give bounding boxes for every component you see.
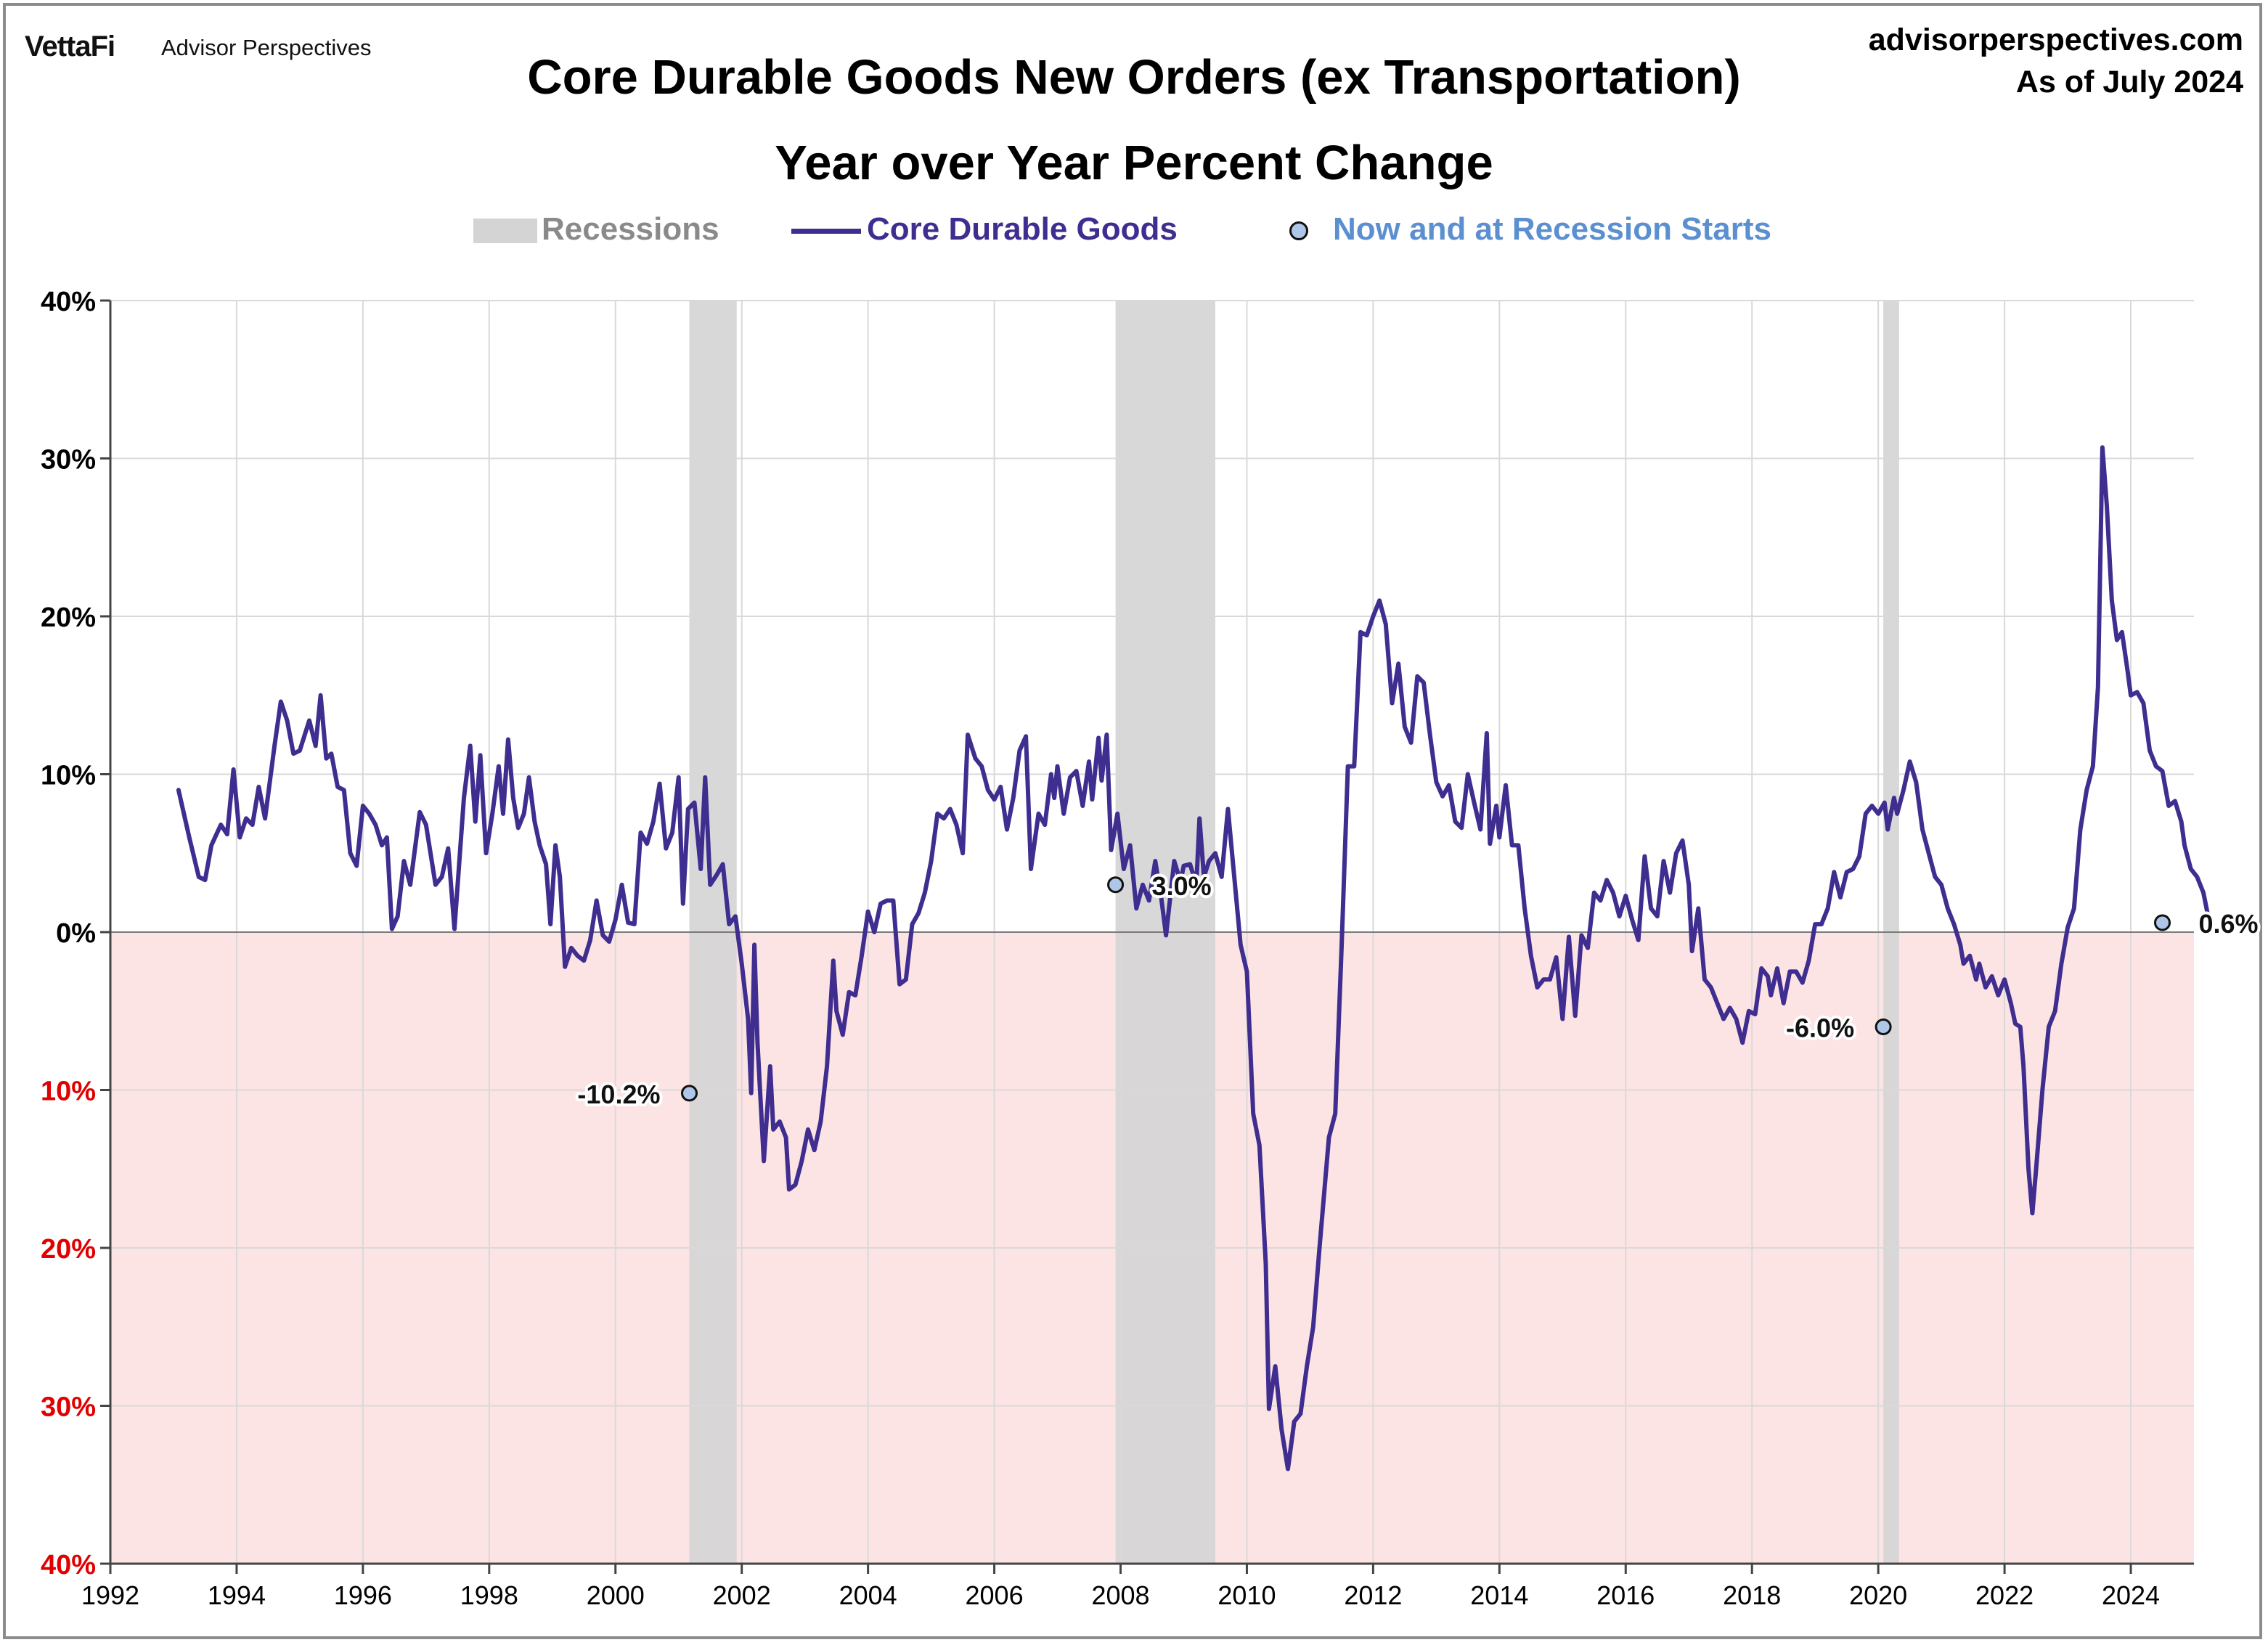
x-tick-label: 2024 <box>2102 1580 2160 1610</box>
marker-value-label: -6.0% <box>1786 1013 1854 1043</box>
x-tick-label: 2006 <box>966 1580 1024 1610</box>
y-tick-label: 40% <box>41 1550 96 1580</box>
x-tick-label: 2022 <box>1975 1580 2034 1610</box>
chart-title: Core Durable Goods New Orders (ex Transp… <box>0 35 2268 206</box>
legend-markers-label: Now and at Recession Starts <box>1333 211 1771 247</box>
y-tick-label: 0% <box>56 918 96 949</box>
y-tick-label: 30% <box>41 445 96 475</box>
x-tick-label: 1992 <box>81 1580 139 1610</box>
legend-series-label: Core Durable Goods <box>867 211 1178 247</box>
y-tick-label: 40% <box>41 287 96 317</box>
x-tick-label: 2016 <box>1596 1580 1655 1610</box>
legend-markers: Now and at Recession Starts <box>1289 208 1771 251</box>
x-tick-label: 2014 <box>1470 1580 1528 1610</box>
legend: Recessions Core Durable Goods Now and at… <box>0 208 2268 251</box>
legend-recession-label: Recessions <box>542 211 719 247</box>
x-tick-label: 2002 <box>713 1580 771 1610</box>
legend-marker-swatch <box>1289 221 1308 241</box>
x-tick-label: 2004 <box>839 1580 897 1610</box>
x-tick-label: 2012 <box>1344 1580 1402 1610</box>
x-tick-label: 1994 <box>208 1580 266 1610</box>
recession-start-marker <box>681 1085 698 1102</box>
x-tick-label: 2008 <box>1091 1580 1149 1610</box>
x-tick-label: 2020 <box>1849 1580 1907 1610</box>
x-tick-label: 2010 <box>1217 1580 1276 1610</box>
site-info: advisorperspectives.com As of July 2024 <box>1869 19 2243 103</box>
chart-title-line2: Year over Year Percent Change <box>775 136 1493 190</box>
recession-start-marker <box>1875 1019 1892 1035</box>
recession-start-marker <box>2154 914 2171 931</box>
series-line-core-durable-goods <box>176 445 2212 1471</box>
legend-line-swatch <box>791 228 861 234</box>
x-tick-label: 1996 <box>334 1580 392 1610</box>
legend-recession-swatch <box>473 219 537 244</box>
marker-value-label: 3.0% <box>1152 871 1212 901</box>
legend-series: Core Durable Goods <box>791 208 1178 251</box>
marker-value-label: -10.2% <box>577 1079 660 1109</box>
chart-frame <box>3 3 2262 1639</box>
y-tick-label: 30% <box>41 1392 96 1423</box>
x-tick-label: 1998 <box>460 1580 518 1610</box>
brand-subtitle: Advisor Perspectives <box>161 35 372 60</box>
y-tick-label: 10% <box>41 761 96 791</box>
y-tick-label: 20% <box>41 1234 96 1265</box>
x-tick-label: 2000 <box>587 1580 645 1610</box>
marker-value-label: 0.6% <box>2199 909 2259 939</box>
as-of-date: As of July 2024 <box>2015 65 2243 99</box>
chart-title-line1: Core Durable Goods New Orders (ex Transp… <box>527 50 1741 105</box>
recession-start-marker <box>1107 876 1125 894</box>
brand-logo: VettaFi <box>25 30 115 62</box>
legend-recessions: Recessions <box>473 208 719 251</box>
y-tick-label: 20% <box>41 603 96 633</box>
y-tick-label: 10% <box>41 1077 96 1107</box>
x-tick-label: 2018 <box>1723 1580 1781 1610</box>
site-url: advisorperspectives.com <box>1868 23 2243 57</box>
